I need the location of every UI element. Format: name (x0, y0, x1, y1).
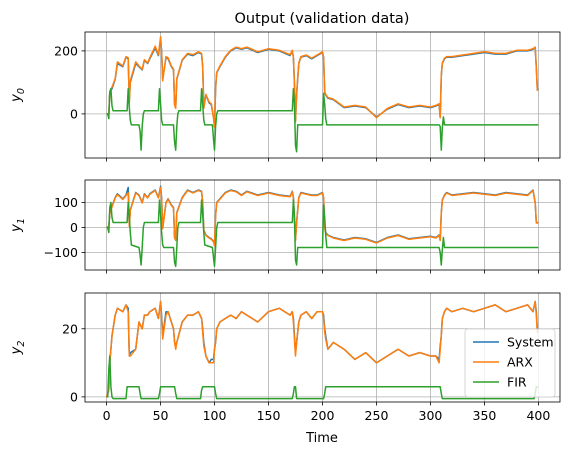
x-tick-label: 100 (203, 408, 227, 423)
series-group (106, 35, 539, 153)
series-arx-line (106, 186, 539, 247)
y-tick-label: −100 (44, 245, 78, 260)
y-tick-label: 20 (62, 321, 78, 336)
legend-label-arx: ARX (507, 355, 533, 370)
y-tick-label: 200 (54, 43, 78, 58)
legend: System ARX FIR (464, 328, 556, 398)
y-tick-label: 0 (70, 389, 78, 404)
legend-box (464, 328, 556, 398)
x-tick-label: 300 (419, 408, 443, 423)
chart-title: Output (validation data) (235, 11, 410, 27)
series-arx-line (106, 35, 539, 128)
y-tick-label: 0 (70, 220, 78, 235)
x-tick-label: 250 (365, 408, 389, 423)
y-axis-label: y2 (9, 341, 27, 356)
legend-label-fir: FIR (507, 375, 527, 390)
series-arx-line (105, 300, 539, 398)
series-fir-line (106, 87, 539, 153)
x-tick-label: 50 (153, 408, 169, 423)
series-fir-line (106, 355, 539, 400)
series-group (105, 300, 539, 400)
x-tick-label: 350 (473, 408, 497, 423)
legend-label-system: System (507, 335, 554, 350)
subplot-0: 0 200 y0 (9, 31, 561, 162)
series-fir-line (106, 199, 539, 268)
series-group (106, 185, 539, 268)
y-axis-label: y0 (9, 88, 27, 103)
x-tick-label: 0 (103, 408, 111, 423)
x-tick-label: 200 (311, 408, 335, 423)
subplot-1: −100 0 100 y1 (9, 179, 561, 274)
x-tick-label: 400 (526, 408, 550, 423)
y-tick-label: 100 (54, 195, 78, 210)
x-tick-label: 150 (257, 408, 281, 423)
x-axis-label: Time (305, 431, 338, 446)
y-axis-label: y1 (9, 218, 27, 233)
y-tick-label: 0 (70, 106, 78, 121)
